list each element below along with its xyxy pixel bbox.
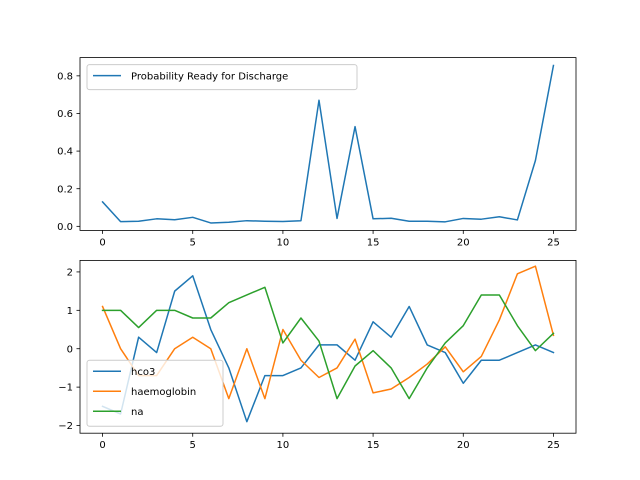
legend-box	[86, 64, 358, 91]
x-tick-label: 5	[190, 237, 196, 248]
legend-label: hco3	[131, 367, 155, 378]
x-tick-label: 25	[547, 237, 560, 248]
x-tick-label: 15	[367, 237, 380, 248]
top-axes: 0 5 10 15 20 25 0.0 0.2 0.4 0.6 0.8 Probability Rea…	[57, 57, 577, 248]
x-tick-label: 0	[99, 440, 105, 451]
y-tick-label: 0.4	[57, 147, 73, 158]
legend-box	[86, 359, 224, 427]
x-tick-label: 10	[277, 440, 290, 451]
x-tick-label: 20	[457, 440, 470, 451]
y-tick-label: 0.2	[57, 184, 73, 195]
y-tick-label: 0.8	[57, 71, 73, 82]
series-line-hco3	[101, 275, 555, 423]
legend-label: na	[131, 407, 143, 418]
x-tick-label: 25	[547, 440, 560, 451]
x-tick-label: 20	[457, 237, 470, 248]
legend-label: Probability Ready for Discharge	[131, 72, 288, 83]
x-tick-label: 10	[277, 237, 290, 248]
x-tick-label: 0	[99, 237, 105, 248]
legend-label: haemoglobin	[131, 387, 196, 398]
y-tick-label: 2	[67, 268, 73, 279]
y-tick-label: 0.6	[57, 109, 73, 120]
series-line-haemoglobin	[101, 265, 555, 400]
axes-frame	[79, 57, 577, 231]
y-tick-label: 0.0	[57, 222, 73, 233]
y-tick-label: 0	[67, 344, 73, 355]
x-tick-label: 15	[367, 440, 380, 451]
y-tick-label: −2	[58, 421, 73, 432]
axes-frame	[79, 259, 577, 434]
y-tick-label: 1	[67, 306, 73, 317]
series-line-probability-ready-for-discharge	[101, 64, 555, 224]
series-line-na	[101, 286, 555, 400]
x-tick-label: 5	[190, 440, 196, 451]
bottom-axes: 0 5 10 15 20 25 −2 −1 0 1 2 hco3 haemoglobin na	[58, 259, 577, 451]
y-tick-label: −1	[58, 383, 73, 394]
